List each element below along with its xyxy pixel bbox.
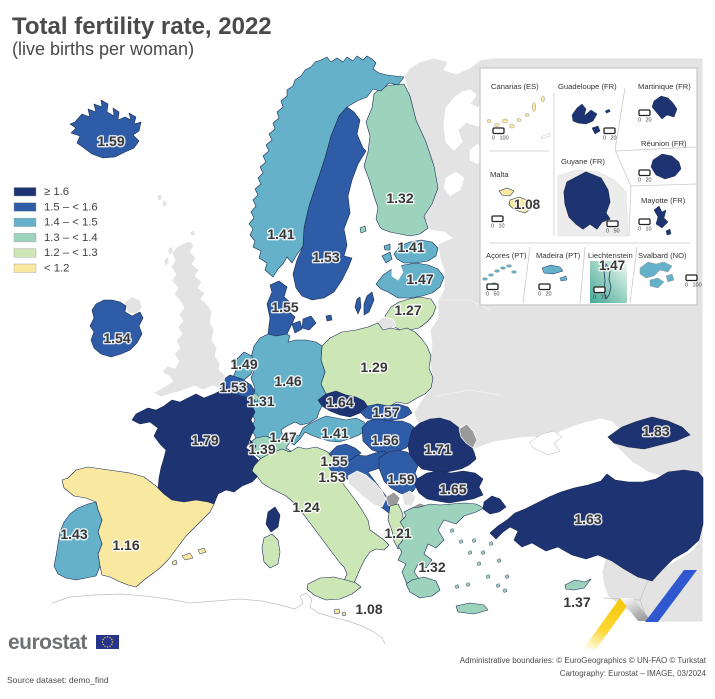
svg-text:1.56: 1.56 [371,432,398,448]
svg-text:≥ 1.6: ≥ 1.6 [44,186,69,198]
svg-text:1.65: 1.65 [439,481,466,497]
svg-text:Administrative boundaries: © E: Administrative boundaries: © EuroGeograp… [460,656,707,665]
svg-text:1.16: 1.16 [112,537,139,553]
svg-text:1.71: 1.71 [424,441,451,457]
svg-text:0: 0 [492,136,495,142]
svg-text:Madeira (PT): Madeira (PT) [536,251,581,260]
svg-text:1.59: 1.59 [97,133,124,149]
svg-text:1.53: 1.53 [312,249,339,265]
svg-text:Malta: Malta [490,170,509,179]
svg-text:1.39: 1.39 [248,441,275,457]
svg-text:1.43: 1.43 [60,526,87,542]
svg-text:Guadeloupe (FR): Guadeloupe (FR) [558,82,617,91]
svg-text:Guyane (FR): Guyane (FR) [561,157,605,166]
svg-text:0: 0 [538,292,541,298]
svg-text:1.32: 1.32 [386,190,413,206]
svg-text:1.41: 1.41 [397,239,424,255]
svg-text:0: 0 [606,229,609,235]
svg-text:10: 10 [646,227,652,233]
svg-text:1.21: 1.21 [384,525,411,541]
svg-text:1.32: 1.32 [418,559,445,575]
svg-text:1.5 – < 1.6: 1.5 – < 1.6 [44,201,98,213]
svg-text:1.27: 1.27 [394,302,421,318]
svg-text:1.4 – < 1.5: 1.4 – < 1.5 [44,217,98,229]
svg-text:Mayotte (FR): Mayotte (FR) [641,196,686,205]
svg-text:Total fertility rate, 2022: Total fertility rate, 2022 [12,13,272,40]
svg-text:100: 100 [500,136,509,142]
svg-text:0: 0 [638,178,641,184]
svg-text:0: 0 [638,118,641,124]
svg-text:1.57: 1.57 [372,404,399,420]
svg-text:1.31: 1.31 [247,393,274,409]
svg-text:1.53: 1.53 [318,469,345,485]
svg-text:Réunion (FR): Réunion (FR) [641,139,687,148]
svg-text:Martinique (FR): Martinique (FR) [638,82,691,91]
svg-text:1.59: 1.59 [387,471,414,487]
svg-text:< 1.2: < 1.2 [44,263,69,275]
svg-text:1.54: 1.54 [103,330,130,346]
svg-text:1.64: 1.64 [326,394,353,410]
svg-text:20: 20 [646,178,652,184]
svg-text:1.47: 1.47 [269,429,296,445]
svg-text:(live births per woman): (live births per woman) [12,39,194,59]
svg-text:Canarias (ES): Canarias (ES) [491,82,539,91]
svg-text:50: 50 [614,229,620,235]
svg-text:20: 20 [611,136,617,142]
svg-text:1.55: 1.55 [320,453,347,469]
svg-text:1.08: 1.08 [355,601,382,617]
svg-text:1.83: 1.83 [642,423,669,439]
svg-text:1.3 – < 1.4: 1.3 – < 1.4 [44,232,98,244]
svg-text:50: 50 [494,292,500,298]
svg-text:Cartography: Eurostat – IMAGE,: Cartography: Eurostat – IMAGE, 03/2024 [560,669,707,678]
svg-text:1.53: 1.53 [219,379,246,395]
svg-text:Source dataset: demo_find: Source dataset: demo_find [7,675,109,685]
svg-text:1.08: 1.08 [514,197,541,212]
svg-text:1.24: 1.24 [292,499,319,515]
svg-text:20: 20 [546,292,552,298]
svg-text:Liechtenstein: Liechtenstein [588,251,633,260]
svg-text:1.79: 1.79 [191,432,218,448]
svg-text:1.2 – < 1.3: 1.2 – < 1.3 [44,247,98,259]
svg-text:1.49: 1.49 [230,356,257,372]
svg-text:20: 20 [646,118,652,124]
svg-text:10: 10 [601,295,607,301]
svg-text:1.46: 1.46 [274,373,301,389]
svg-text:0: 0 [685,283,688,289]
svg-text:0: 0 [603,136,606,142]
svg-text:100: 100 [693,283,702,289]
svg-text:1.41: 1.41 [321,425,348,441]
svg-text:0: 0 [593,295,596,301]
svg-text:0: 0 [486,292,489,298]
svg-text:Açores (PT): Açores (PT) [486,251,527,260]
svg-text:0: 0 [638,227,641,233]
svg-text:10: 10 [499,224,505,230]
svg-text:Svalbard (NO): Svalbard (NO) [638,251,687,260]
svg-text:1.63: 1.63 [574,511,601,527]
svg-text:0: 0 [491,224,494,230]
svg-text:1.37: 1.37 [563,594,590,610]
svg-text:1.47: 1.47 [599,258,625,273]
svg-text:1.47: 1.47 [406,271,433,287]
svg-text:eurostat: eurostat [8,631,87,654]
svg-text:1.41: 1.41 [267,226,294,242]
svg-text:1.55: 1.55 [271,299,298,315]
svg-text:1.29: 1.29 [360,359,387,375]
